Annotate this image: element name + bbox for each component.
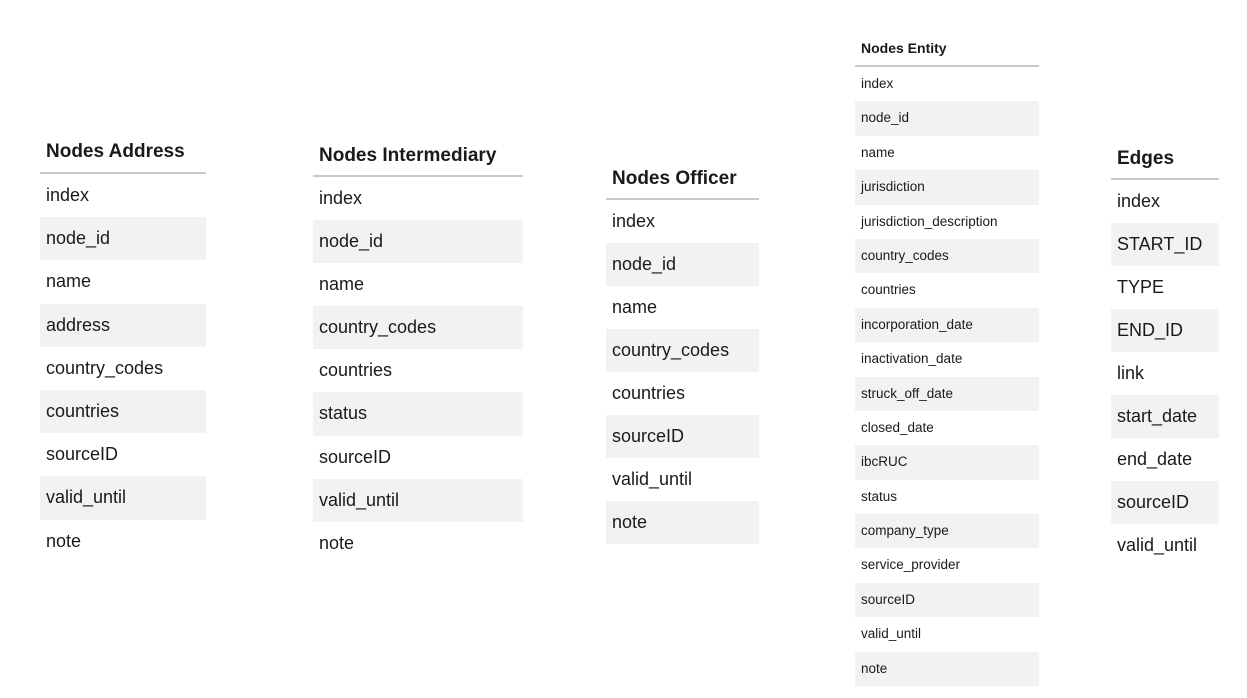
field-row: country_codes [46,357,164,378]
table-title: Edges [1111,140,1219,180]
field-row: countries [40,389,206,434]
field-row: node_id [606,243,759,286]
field-row: service_provider [861,557,961,573]
field-row: name [861,144,895,160]
field-row: status [861,488,898,504]
field-row: start_date [1111,395,1219,438]
field-row: name [612,297,658,317]
field-row: country_codes [606,329,759,372]
field-row: status [313,392,523,436]
field-row: address [40,303,206,347]
field-row: END_ID [1111,309,1219,352]
field-row: node_id [855,101,1039,136]
table-title: Nodes Address [40,133,206,174]
field-row: valid_until [612,469,693,489]
field-row: note [319,532,355,553]
field-row: name [46,271,92,292]
field-row: sourceID [46,444,119,465]
table-title: Nodes Entity [855,32,1039,67]
field-row: valid_until [861,626,922,642]
field-row: valid_until [313,478,523,522]
table-title: Nodes Officer [606,160,759,200]
field-row: index [46,185,90,205]
table-title: Nodes Intermediary [313,137,523,177]
field-row: valid_until [1117,535,1198,555]
field-row: note [855,651,1039,687]
field-row: sourceID [606,415,759,458]
field-row: node_id [313,220,523,264]
field-row: closed_date [861,419,934,435]
field-row: company_type [855,514,1039,549]
field-row: country_codes [313,306,523,350]
field-row: jurisdiction [855,170,1039,205]
field-row: valid_until [40,476,206,520]
field-row: ibcRUC [855,445,1039,480]
field-row: index [612,211,656,231]
field-row: sourceID [1111,481,1219,524]
field-row: note [46,530,82,551]
field-row: TYPE [1117,277,1165,297]
field-row: jurisdiction_description [861,213,998,229]
field-row: index [319,188,363,208]
field-row: sourceID [319,446,392,467]
field-row: end_date [1117,449,1193,469]
field-row: sourceID [855,582,1039,618]
field-row: country_codes [855,238,1039,274]
field-row: incorporation_date [855,307,1039,343]
field-row: name [319,274,365,295]
field-row: node_id [40,217,206,261]
field-row: inactivation_date [861,351,963,367]
field-row: index [1117,191,1161,211]
field-row: countries [612,383,686,403]
field-row: START_ID [1111,223,1219,266]
field-row: index [861,76,894,91]
field-row: struck_off_date [855,376,1039,411]
field-row: note [606,501,759,544]
field-row: countries [319,360,393,381]
field-row: countries [861,282,916,298]
field-row: link [1117,363,1145,383]
